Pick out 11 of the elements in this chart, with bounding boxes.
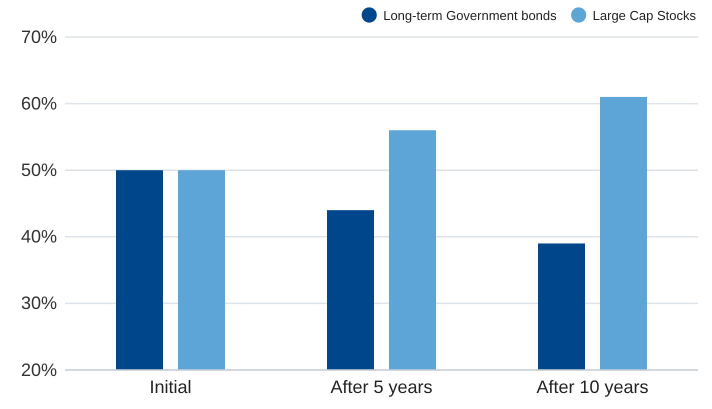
x-tick-label: After 10 years bbox=[536, 376, 649, 397]
legend-label: Long-term Government bonds bbox=[383, 8, 558, 23]
legend-label: Large Cap Stocks bbox=[592, 8, 696, 23]
x-tick-label: Initial bbox=[149, 376, 192, 397]
y-tick-label: 60% bbox=[20, 93, 57, 114]
y-tick-label: 50% bbox=[20, 160, 57, 180]
x-tick-label: After 5 years bbox=[330, 376, 433, 397]
y-tick-label: 40% bbox=[20, 226, 57, 247]
y-tick-label: 20% bbox=[20, 360, 57, 380]
y-tick-label: 30% bbox=[20, 293, 57, 314]
y-tick-label: 70% bbox=[20, 26, 57, 47]
